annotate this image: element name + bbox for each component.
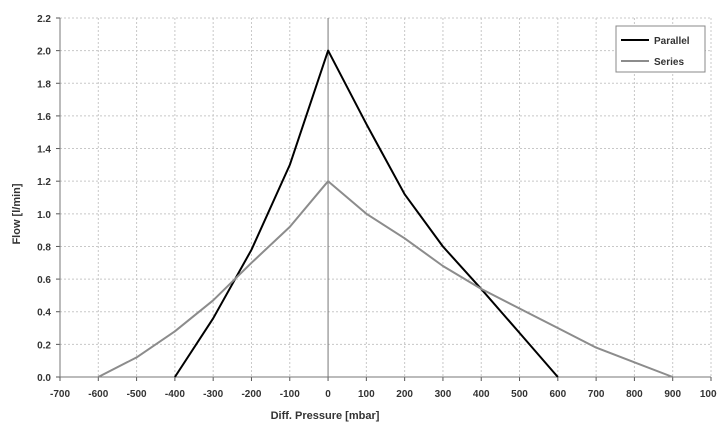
x-tick-label: 800 <box>626 389 643 400</box>
y-tick-label: 1.2 <box>37 177 51 188</box>
x-tick-label: 200 <box>396 389 413 400</box>
x-axis-title: Diff. Pressure [mbar] <box>271 410 380 422</box>
x-tick-label: 400 <box>473 389 490 400</box>
grid <box>59 17 712 377</box>
x-tick-label: -200 <box>241 389 261 400</box>
x-tick-label: -600 <box>88 389 108 400</box>
x-tick-label: -100 <box>280 389 300 400</box>
y-tick-label: 1.4 <box>37 145 51 156</box>
y-tick-label: 2.2 <box>37 14 51 25</box>
legend-box <box>615 25 706 73</box>
x-tick-label: -300 <box>203 389 223 400</box>
y-tick-label: 0.8 <box>37 242 51 253</box>
x-tick-label: -700 <box>50 389 70 400</box>
x-tick-label: 600 <box>549 389 566 400</box>
x-tick-label: 100 <box>358 389 375 400</box>
y-tick-label: 1.8 <box>37 79 51 90</box>
tick-labels: -700 -600 -500 -400 -300 -200 -100 0 100 200 300 40… <box>37 14 717 400</box>
legend-label-parallel: Parallel <box>654 36 690 47</box>
y-tick-label: 1.0 <box>37 210 51 221</box>
x-tick-label: -500 <box>127 389 147 400</box>
y-tick-label: 0.0 <box>37 373 51 384</box>
x-tick-label: 900 <box>664 389 681 400</box>
legend: Parallel Series <box>615 25 706 73</box>
y-tick-label: 0.6 <box>37 275 51 286</box>
x-tick-label: 0 <box>325 389 331 400</box>
series-line-parallel <box>174 49 559 378</box>
y-axis-title: Flow [l/min] <box>11 183 23 244</box>
y-tick-label: 0.2 <box>37 340 51 351</box>
x-tick-label: 700 <box>588 389 605 400</box>
x-tick-label: 300 <box>435 389 452 400</box>
y-tick-label: 2.0 <box>37 47 51 58</box>
series-lines <box>97 49 674 378</box>
axes <box>56 17 712 381</box>
x-tick-label: 500 <box>511 389 528 400</box>
legend-label-series: Series <box>654 57 684 68</box>
y-tick-label: 0.4 <box>37 308 51 319</box>
y-tick-label: 1.6 <box>37 112 51 123</box>
x-tick-label: -400 <box>165 389 185 400</box>
series-line-series <box>97 180 674 378</box>
